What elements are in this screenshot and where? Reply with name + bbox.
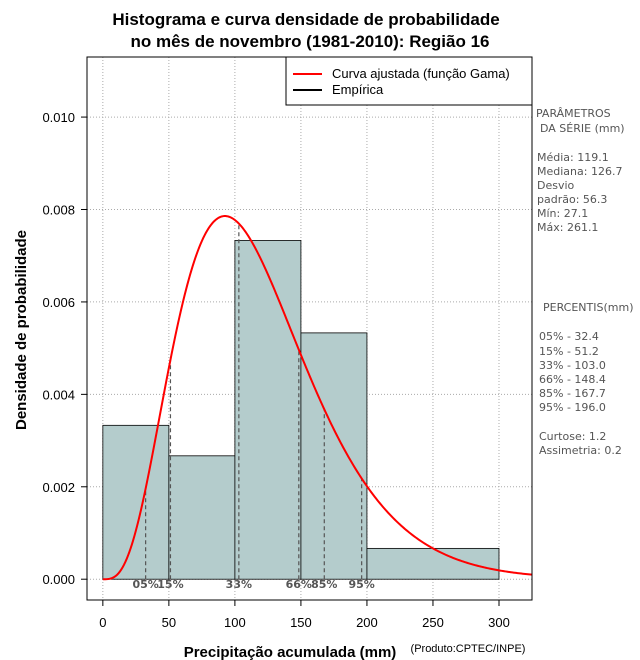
percentil-line: 66% - 148.4 bbox=[539, 373, 606, 386]
percentile-labels: 05%15% 33% 66% 85% 95% bbox=[132, 578, 374, 591]
histogram-bars bbox=[102, 240, 500, 580]
y-tick-label: 0.002 bbox=[42, 480, 75, 495]
legend-empirical-label: Empírica bbox=[332, 82, 384, 97]
param-line: padrão: 56.3 bbox=[537, 193, 607, 206]
skewness-line: Assimetria: 0.2 bbox=[539, 444, 622, 457]
y-tick-label: 0.008 bbox=[42, 203, 75, 218]
percentil-line: 15% - 51.2 bbox=[539, 345, 599, 358]
chart-title: Histograma e curva densidade de probabil… bbox=[112, 10, 499, 51]
x-tick-label: 100 bbox=[224, 615, 246, 630]
chart-title-line1: Histograma e curva densidade de probabil… bbox=[112, 10, 499, 29]
x-axis-title: Precipitação acumulada (mm) bbox=[184, 644, 397, 660]
percentile-label: 15% bbox=[157, 578, 183, 591]
y-tick-label: 0.010 bbox=[42, 110, 75, 125]
y-tick-label: 0.004 bbox=[42, 387, 75, 402]
percentile-label: 05% bbox=[132, 578, 158, 591]
x-tick-label: 250 bbox=[422, 615, 444, 630]
percentil-line: 05% - 32.4 bbox=[539, 330, 599, 343]
param-line: Máx: 261.1 bbox=[537, 221, 598, 234]
param-line: Desvio bbox=[537, 179, 575, 192]
gamma-curve bbox=[102, 215, 533, 581]
y-axis: 0.000 0.002 0.004 0.006 0.008 0.010 bbox=[42, 110, 88, 587]
x-tick-label: 50 bbox=[162, 615, 176, 630]
chart-title-line2: no mês de novembro (1981-2010): Região 1… bbox=[130, 32, 489, 51]
legend-box bbox=[285, 56, 533, 106]
percentil-line: 85% - 167.7 bbox=[539, 387, 606, 400]
percentil-line: 33% - 103.0 bbox=[539, 359, 606, 372]
y-tick-label: 0.000 bbox=[42, 572, 75, 587]
x-tick-label: 0 bbox=[99, 615, 106, 630]
legend-curve-label: Curva ajustada (função Gama) bbox=[332, 66, 510, 81]
legend: Curva ajustada (função Gama) Empírica bbox=[285, 56, 533, 106]
percentil-line: 95% - 196.0 bbox=[539, 401, 606, 414]
kurtosis-line: Curtose: 1.2 bbox=[539, 430, 606, 443]
param-line: Mediana: 126.7 bbox=[537, 165, 622, 178]
y-axis-title: Densidade de probabilidade bbox=[13, 230, 30, 430]
percentile-label: 85% bbox=[311, 578, 337, 591]
histogram-bar bbox=[168, 455, 236, 580]
histogram-bar bbox=[366, 547, 500, 580]
percentile-label: 66% bbox=[286, 578, 312, 591]
histogram-bar bbox=[102, 424, 170, 580]
x-tick-label: 300 bbox=[488, 615, 510, 630]
params-title-2: DA SÉRIE (mm) bbox=[540, 122, 625, 135]
product-credit: (Produto:CPTEC/INPE) bbox=[411, 643, 526, 655]
percentis-title: PERCENTIS(mm) bbox=[543, 301, 634, 314]
y-tick-label: 0.006 bbox=[42, 295, 75, 310]
param-line: Mín: 27.1 bbox=[537, 207, 588, 220]
side-panel: PARÂMETROS DA SÉRIE (mm) Média: 119.1 Me… bbox=[536, 107, 634, 457]
percentile-label: 33% bbox=[226, 578, 252, 591]
x-tick-label: 200 bbox=[356, 615, 378, 630]
percentile-label: 95% bbox=[348, 578, 374, 591]
params-title-1: PARÂMETROS bbox=[536, 107, 611, 120]
histogram-bar bbox=[300, 332, 368, 580]
percentile-lines bbox=[145, 223, 363, 580]
param-line: Média: 119.1 bbox=[537, 151, 609, 164]
histogram-bar bbox=[234, 240, 302, 580]
x-axis: 0 50 100 150 200 250 300 bbox=[99, 599, 510, 630]
x-tick-label: 150 bbox=[290, 615, 312, 630]
